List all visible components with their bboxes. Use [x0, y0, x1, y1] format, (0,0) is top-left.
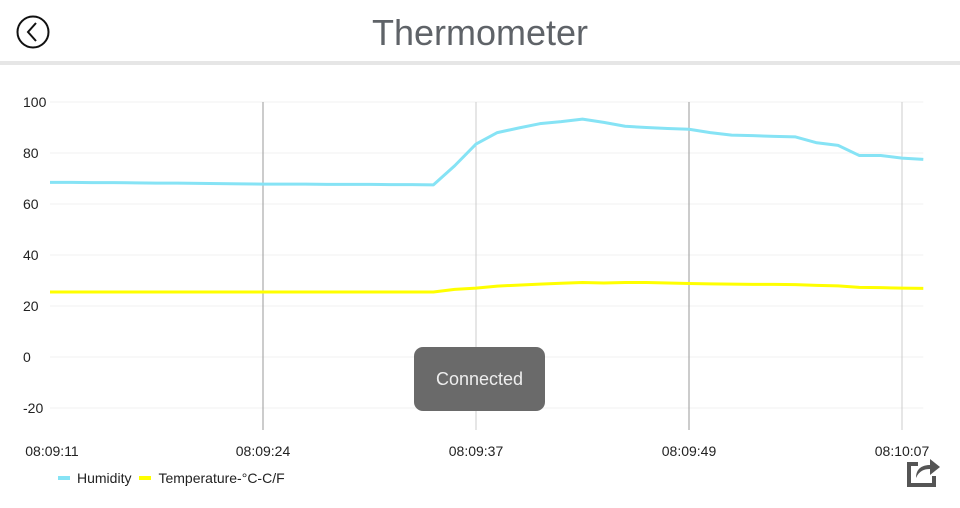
legend-item-humidity: Humidity [58, 470, 131, 486]
legend-label: Temperature-°C-C/F [158, 470, 285, 486]
back-arrow-circle-icon[interactable] [16, 15, 50, 49]
y-tick-label: 20 [23, 298, 39, 314]
legend-swatch-humidity [58, 476, 70, 480]
y-tick-label: -20 [23, 400, 43, 416]
y-tick-label: 0 [23, 349, 31, 365]
legend-label: Humidity [77, 470, 132, 486]
y-tick-label: 80 [23, 145, 39, 161]
page-title: Thermometer [371, 12, 589, 53]
line-chart: -20 0 20 40 60 80 100 08:09:11 08:09:24 08:09:37 0… [23, 94, 930, 459]
legend-swatch-temperature [139, 476, 152, 480]
series-line-temperature [50, 281, 924, 294]
y-tick-label: 100 [23, 94, 47, 110]
x-tick-label: 08:09:37 [449, 443, 504, 459]
share-icon[interactable] [904, 454, 942, 488]
toast-message: Connected [414, 347, 545, 411]
header-divider [0, 61, 960, 65]
y-tick-label: 40 [23, 247, 39, 263]
x-tick-label: 08:09:49 [662, 443, 717, 459]
x-tick-label: 08:09:24 [236, 443, 291, 459]
app-header: Thermometer [0, 0, 960, 62]
legend-item-temperature: Temperature-°C-C/F [139, 470, 285, 486]
x-tick-label: 08:10:07 [875, 443, 930, 459]
chart-legend: Humidity Temperature-°C-C/F [58, 470, 293, 486]
y-tick-label: 60 [23, 196, 39, 212]
x-tick-label: 08:09:11 [25, 443, 79, 459]
series-line-humidity [50, 117, 924, 187]
